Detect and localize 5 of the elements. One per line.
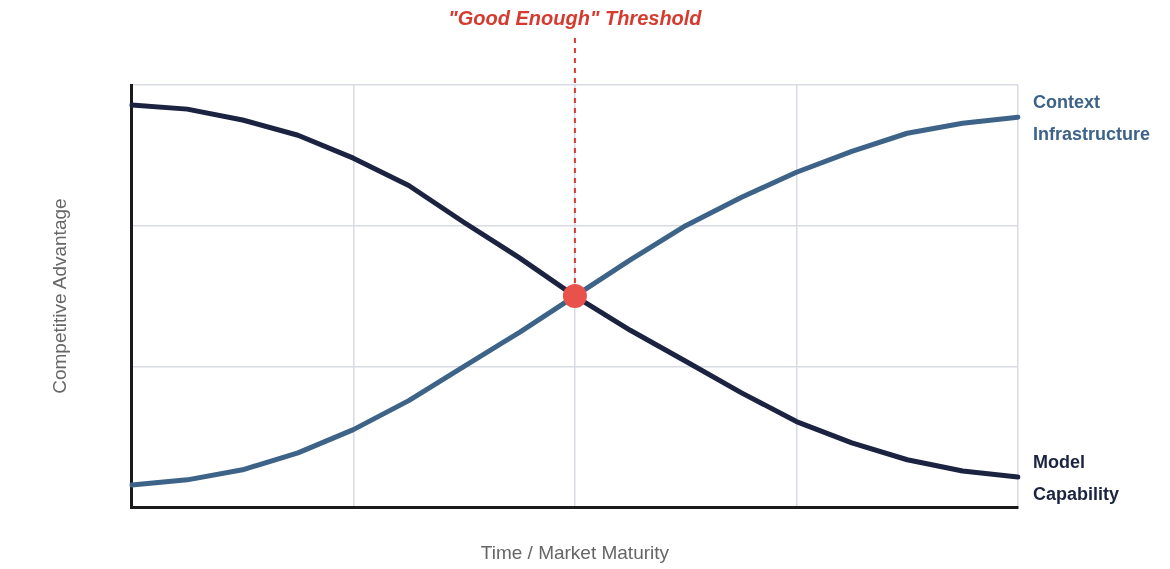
series-label: Model Capability <box>1033 452 1120 505</box>
y-axis-title: Competitive Advantage <box>48 198 70 394</box>
x-axis-title: Time / Market Maturity <box>480 541 670 563</box>
series-label: Context Infrastructure <box>1033 92 1151 145</box>
annotation: "Good Enough" Threshold <box>448 6 703 29</box>
